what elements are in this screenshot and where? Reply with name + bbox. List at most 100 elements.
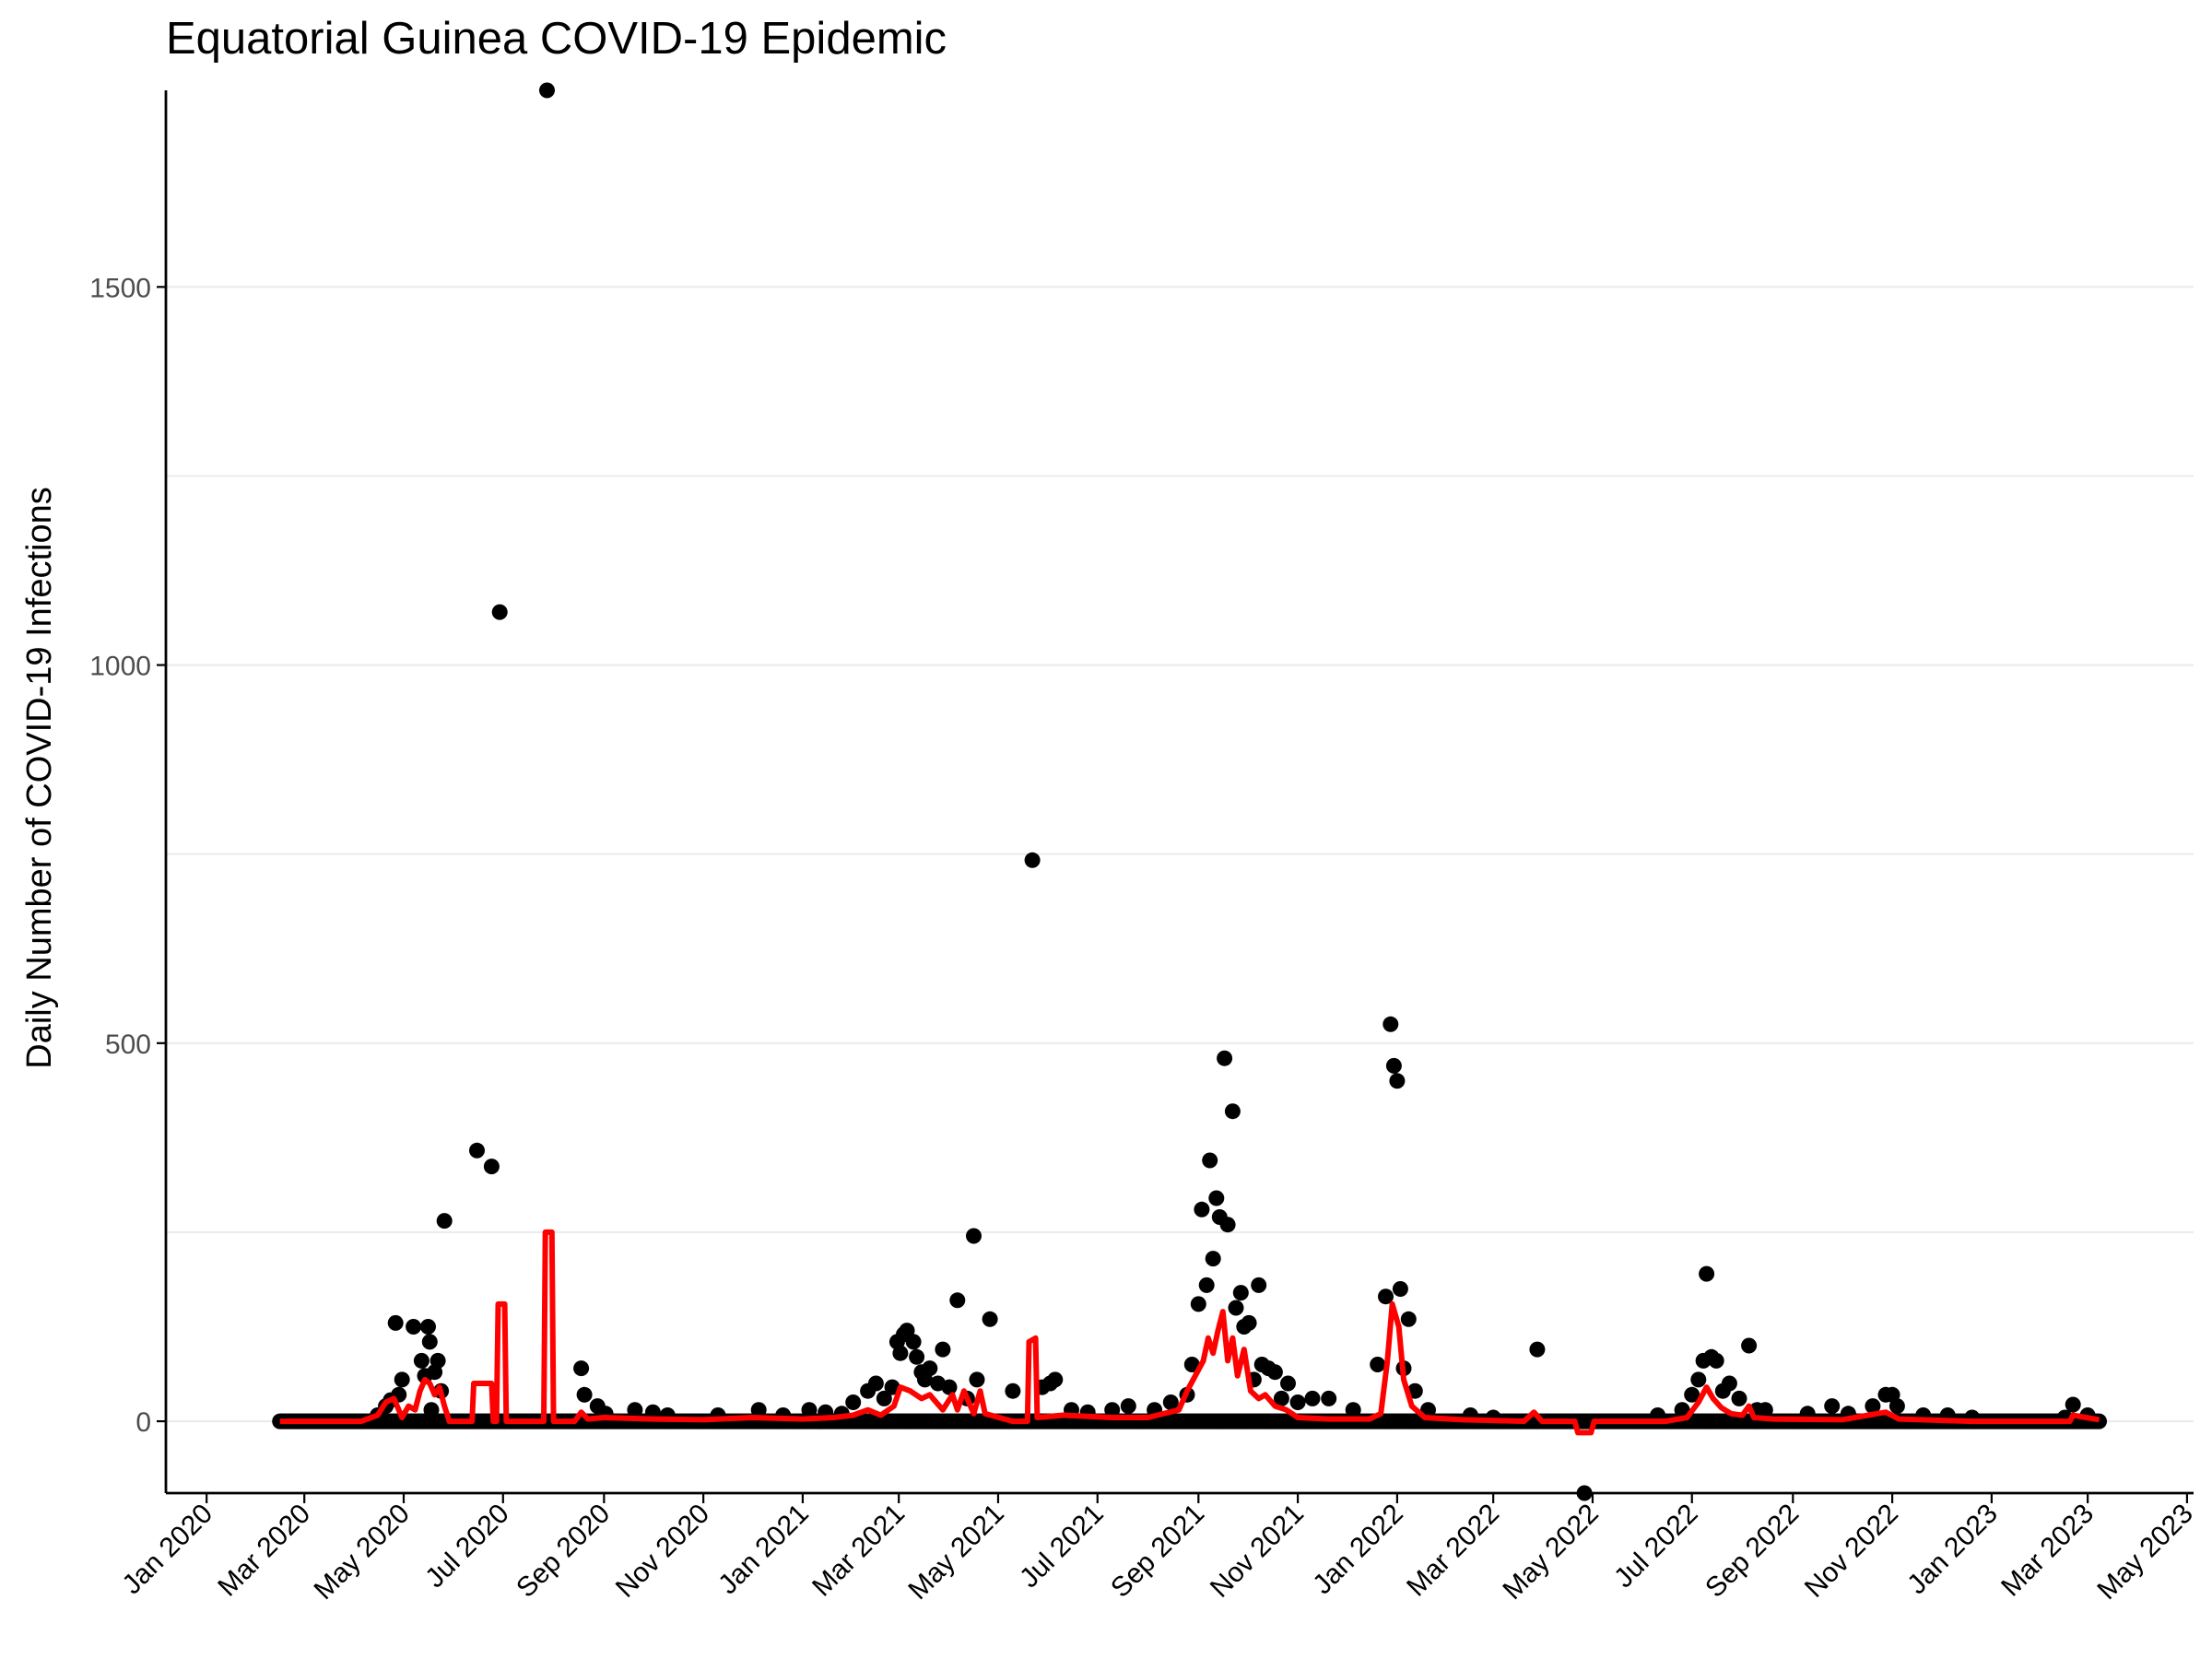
data-point bbox=[421, 1334, 438, 1350]
data-point bbox=[941, 1379, 958, 1395]
data-point bbox=[420, 1319, 436, 1335]
x-tick-label: Nov 2021 bbox=[1205, 1499, 1310, 1604]
data-point bbox=[966, 1228, 982, 1244]
gridlines bbox=[166, 286, 2194, 1423]
data-point bbox=[801, 1402, 818, 1418]
data-point bbox=[436, 1213, 453, 1230]
data-point bbox=[644, 1404, 661, 1420]
data-point bbox=[1321, 1390, 1337, 1406]
data-point bbox=[1208, 1190, 1225, 1206]
data-point bbox=[1392, 1281, 1408, 1297]
x-tick-label: Sep 2020 bbox=[511, 1499, 616, 1604]
data-point bbox=[969, 1371, 985, 1388]
data-point bbox=[491, 604, 508, 620]
data-point bbox=[1190, 1296, 1206, 1312]
data-point bbox=[1120, 1398, 1136, 1415]
data-point bbox=[1385, 1057, 1402, 1074]
data-point bbox=[867, 1375, 884, 1392]
x-tick-label: May 2021 bbox=[902, 1499, 1009, 1606]
y-tick-label: 0 bbox=[135, 1407, 151, 1438]
data-point bbox=[627, 1402, 643, 1418]
data-point bbox=[1251, 1277, 1267, 1293]
data-point bbox=[1699, 1265, 1715, 1282]
data-point bbox=[1741, 1337, 1758, 1354]
data-point bbox=[1345, 1402, 1361, 1418]
data-point bbox=[1194, 1201, 1210, 1218]
data-point bbox=[1280, 1375, 1296, 1392]
x-tick-label: Jul 2020 bbox=[419, 1499, 515, 1594]
x-tick-label: May 2023 bbox=[2091, 1499, 2198, 1606]
data-point bbox=[750, 1402, 767, 1418]
data-point bbox=[1217, 1050, 1233, 1066]
data-point bbox=[1232, 1285, 1249, 1301]
data-point bbox=[1273, 1390, 1289, 1406]
smoothed-trend-line bbox=[279, 1229, 2100, 1436]
data-point bbox=[1757, 1402, 1773, 1418]
data-point bbox=[1690, 1371, 1707, 1388]
data-point bbox=[1389, 1073, 1406, 1089]
x-tick-label: May 2022 bbox=[1497, 1499, 1604, 1606]
data-point bbox=[1684, 1386, 1700, 1403]
data-point bbox=[1219, 1217, 1236, 1233]
data-point bbox=[429, 1352, 446, 1369]
data-point bbox=[892, 1345, 909, 1361]
x-tick-label: Nov 2022 bbox=[1799, 1499, 1904, 1604]
x-tick-label: May 2020 bbox=[308, 1499, 415, 1606]
x-tick-label: Jan 2020 bbox=[116, 1499, 218, 1601]
x-tick-label: Sep 2021 bbox=[1105, 1499, 1210, 1604]
data-point bbox=[1721, 1375, 1737, 1392]
y-axis-ticks: 0 500 1000 1500 bbox=[89, 273, 166, 1438]
data-point bbox=[1198, 1277, 1215, 1293]
data-point bbox=[469, 1142, 485, 1159]
data-point bbox=[573, 1360, 590, 1377]
data-point bbox=[1731, 1390, 1747, 1406]
data-point bbox=[394, 1371, 410, 1388]
data-point bbox=[1378, 1288, 1394, 1305]
data-point bbox=[982, 1311, 998, 1327]
data-point bbox=[2065, 1396, 2081, 1413]
data-point bbox=[1674, 1402, 1690, 1418]
x-tick-label: Mar 2021 bbox=[806, 1499, 911, 1603]
data-point bbox=[539, 82, 555, 99]
data-point bbox=[423, 1402, 440, 1418]
y-tick-label: 1000 bbox=[89, 652, 151, 682]
x-tick-label: Nov 2020 bbox=[610, 1499, 715, 1604]
data-point bbox=[905, 1334, 922, 1350]
data-point bbox=[1400, 1311, 1417, 1327]
data-point bbox=[413, 1352, 429, 1369]
x-tick-label: Jul 2021 bbox=[1014, 1499, 1110, 1594]
y-axis-label: Daily Number of COVID-19 Infections bbox=[20, 487, 59, 1068]
data-point bbox=[1266, 1364, 1283, 1381]
data-point bbox=[1708, 1352, 1724, 1369]
x-tick-label: Mar 2020 bbox=[212, 1499, 316, 1603]
data-point bbox=[876, 1390, 892, 1406]
data-point bbox=[1024, 852, 1041, 868]
data-point bbox=[1224, 1103, 1241, 1120]
data-point bbox=[1382, 1016, 1399, 1032]
data-point bbox=[1162, 1394, 1179, 1410]
data-point bbox=[1205, 1251, 1221, 1267]
data-point bbox=[1183, 1357, 1200, 1372]
x-tick-label: Jan 2022 bbox=[1307, 1499, 1409, 1601]
data-point bbox=[1370, 1357, 1386, 1372]
x-tick-label: Jul 2022 bbox=[1608, 1499, 1704, 1594]
x-tick-label: Mar 2023 bbox=[1995, 1499, 2100, 1603]
y-tick-label: 500 bbox=[105, 1030, 151, 1060]
x-tick-label: Mar 2022 bbox=[1401, 1499, 1505, 1603]
data-point bbox=[1005, 1382, 1021, 1399]
data-point bbox=[387, 1314, 404, 1331]
data-point bbox=[949, 1292, 966, 1309]
data-point bbox=[406, 1319, 422, 1335]
data-point bbox=[909, 1348, 925, 1365]
data-point bbox=[1104, 1402, 1121, 1418]
axes bbox=[164, 90, 2194, 1495]
data-point bbox=[922, 1360, 938, 1377]
data-point bbox=[483, 1159, 500, 1175]
data-point bbox=[1824, 1398, 1841, 1415]
data-point bbox=[1304, 1390, 1321, 1406]
chart-title: Equatorial Guinea COVID-19 Epidemic bbox=[166, 14, 947, 64]
data-point bbox=[845, 1394, 862, 1410]
data-point bbox=[576, 1386, 593, 1403]
x-tick-label: Jan 2021 bbox=[712, 1499, 815, 1601]
